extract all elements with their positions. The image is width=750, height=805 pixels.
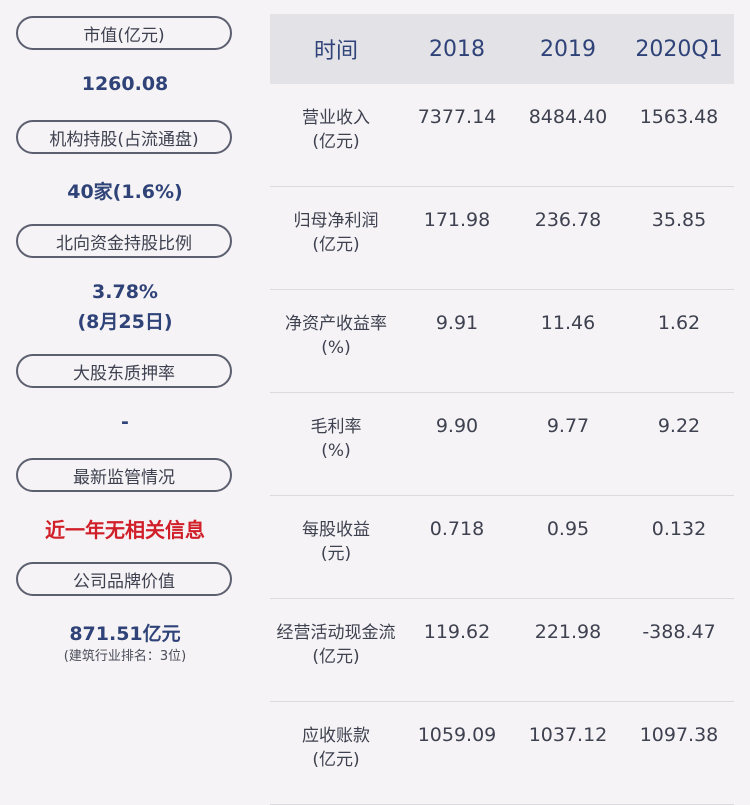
table-cell: 9.90: [402, 392, 512, 496]
brand-value: 871.51亿元: [69, 623, 181, 645]
northbound-ratio-value: 3.78%: [92, 281, 158, 303]
table-cell: 1097.38: [624, 701, 734, 805]
table-cell: 0.718: [402, 495, 512, 599]
table-cell: -388.47: [624, 598, 734, 702]
stock-summary-panel: 市值(亿元) 1260.08 机构持股(占流通盘) 40家(1.6%) 北向资金…: [0, 0, 250, 678]
brand-rank-note: (建筑行业排名：3位): [63, 649, 187, 664]
table-cell: 1037.12: [512, 701, 624, 805]
row-label: 应收账款 (亿元): [270, 701, 402, 805]
table-row: 营业收入 (亿元) 7377.14 8484.40 1563.48: [270, 84, 734, 187]
table-cell: 1059.09: [402, 701, 512, 805]
financial-table: 时间 2018 2019 2020Q1 营业收入 (亿元) 7377.14 848…: [270, 14, 734, 805]
row-label: 毛利率 (%): [270, 392, 402, 496]
table-cell: 35.85: [624, 186, 734, 290]
table-row: 净资产收益率 (%) 9.91 11.46 1.62: [270, 289, 734, 393]
table-cell: 9.91: [402, 289, 512, 393]
row-label: 净资产收益率 (%): [270, 289, 402, 393]
table-cell: 171.98: [402, 186, 512, 290]
table-cell: 1.62: [624, 289, 734, 393]
header-period: 时间: [270, 14, 402, 84]
market-cap-label: 市值(亿元): [16, 16, 232, 50]
header-2020q1: 2020Q1: [624, 14, 734, 84]
row-label: 每股收益 (元): [270, 495, 402, 599]
table-cell: 9.77: [512, 392, 624, 496]
table-cell: 9.22: [624, 392, 734, 496]
table-cell: 11.46: [512, 289, 624, 393]
regulation-label: 最新监管情况: [16, 458, 232, 492]
market-cap-value: 1260.08: [81, 73, 169, 95]
row-label: 营业收入 (亿元): [270, 84, 402, 187]
brand-value-label: 公司品牌价值: [16, 562, 232, 596]
table-row: 每股收益 (元) 0.718 0.95 0.132: [270, 495, 734, 599]
table-cell: 119.62: [402, 598, 512, 702]
table-cell: 236.78: [512, 186, 624, 290]
table-cell: 1563.48: [624, 84, 734, 187]
table-row: 毛利率 (%) 9.90 9.77 9.22: [270, 392, 734, 496]
regulation-value: 近一年无相关信息: [45, 518, 205, 542]
table-cell: 7377.14: [402, 84, 512, 187]
pledge-ratio-value: -: [121, 411, 129, 433]
institutional-holding-label: 机构持股(占流通盘): [16, 120, 232, 154]
table-row: 归母净利润 (亿元) 171.98 236.78 35.85: [270, 186, 734, 290]
row-label: 归母净利润 (亿元): [270, 186, 402, 290]
table-cell: 221.98: [512, 598, 624, 702]
row-label: 经营活动现金流 (亿元): [270, 598, 402, 702]
header-2018: 2018: [402, 14, 512, 84]
table-cell: 0.95: [512, 495, 624, 599]
northbound-ratio-label: 北向资金持股比例: [16, 224, 232, 258]
table-row: 经营活动现金流 (亿元) 119.62 221.98 -388.47: [270, 598, 734, 702]
table-cell: 0.132: [624, 495, 734, 599]
table-cell: 8484.40: [512, 84, 624, 187]
pledge-ratio-label: 大股东质押率: [16, 354, 232, 388]
table-row: 应收账款 (亿元) 1059.09 1037.12 1097.38: [270, 701, 734, 805]
northbound-ratio-date: (8月25日): [77, 311, 173, 333]
table-header-row: 时间 2018 2019 2020Q1: [270, 14, 734, 84]
header-2019: 2019: [512, 14, 624, 84]
institutional-holding-value: 40家(1.6%): [67, 181, 183, 203]
